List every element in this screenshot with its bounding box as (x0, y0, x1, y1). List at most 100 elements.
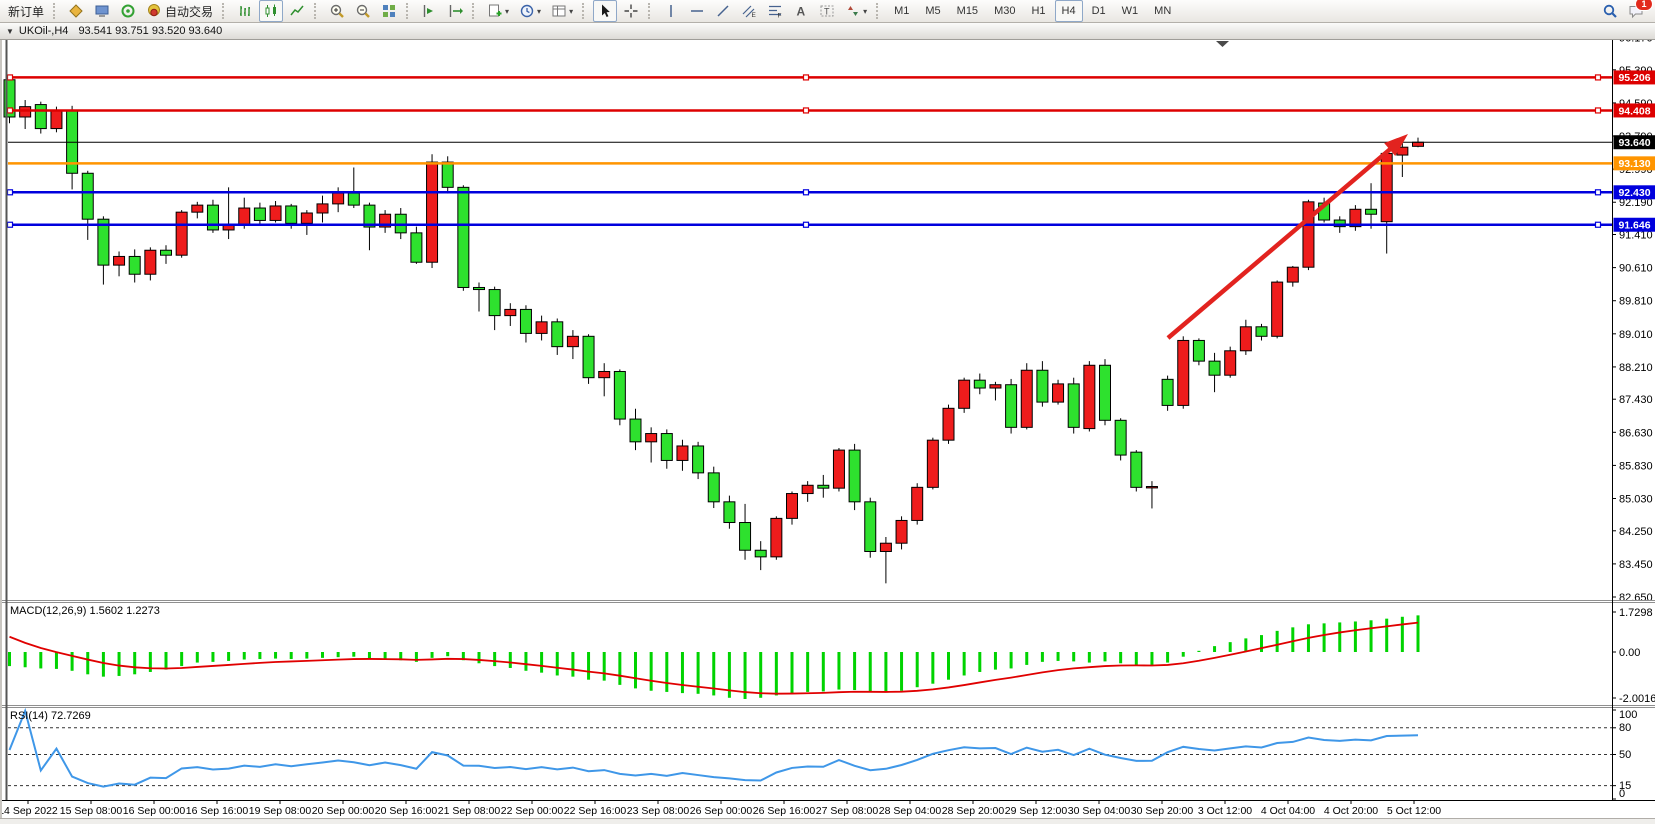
macd-histogram-bar (117, 652, 121, 676)
bar-chart-button[interactable] (233, 0, 257, 22)
new-chart-button[interactable]: ▾ (483, 0, 513, 22)
line-anchor-marker[interactable] (1594, 189, 1602, 196)
arrows-button[interactable]: ▾ (841, 0, 871, 22)
line-anchor-marker[interactable] (1594, 221, 1602, 228)
timeframe-m1[interactable]: M1 (887, 0, 916, 22)
price-tick-label: 89.810 (1619, 296, 1653, 308)
autotrading-button-label: 自动交易 (165, 4, 214, 19)
trend-arrow-line[interactable] (1166, 145, 1395, 340)
terminal-button[interactable] (90, 0, 114, 22)
macd-histogram-bar (1275, 630, 1279, 652)
macd-histogram-bar (1025, 652, 1029, 665)
templates-button[interactable]: ▾ (547, 0, 577, 22)
bullish-candle (191, 204, 204, 213)
bearish-candle (1067, 383, 1080, 428)
bullish-candle (1271, 281, 1284, 337)
macd-histogram-bar (383, 652, 387, 660)
trend-arrow-head[interactable] (1384, 134, 1408, 157)
auto-scroll-button[interactable] (417, 0, 441, 22)
timeframe-m30[interactable]: M30 (987, 0, 1022, 22)
macd-histogram-bar (774, 652, 778, 696)
symbol-menu-arrow-icon[interactable]: ▼ (6, 26, 14, 36)
line-anchor-marker[interactable] (6, 221, 14, 228)
line-anchor-marker[interactable] (6, 107, 14, 114)
timeframe-m5[interactable]: M5 (918, 0, 947, 22)
dropdown-caret-icon[interactable]: ▾ (505, 6, 510, 16)
macd-axis-label: -2.0016 (1619, 693, 1655, 705)
bearish-candle (1192, 339, 1205, 362)
dropdown-caret-icon[interactable]: ▾ (569, 6, 574, 16)
notifications-button[interactable]: 1 (1624, 0, 1653, 22)
macd-histogram-bar (806, 652, 810, 692)
periods-button[interactable]: ▾ (515, 0, 545, 22)
zoom-out-button[interactable] (351, 0, 375, 22)
line-anchor-marker[interactable] (6, 189, 14, 196)
horizontal-line-objects[interactable] (6, 74, 1613, 228)
new-order-button[interactable]: 新订单 (1, 0, 48, 22)
bearish-candle (973, 379, 986, 389)
dropdown-caret-icon[interactable]: ▾ (863, 6, 868, 16)
new-order-button-label: 新订单 (8, 4, 45, 19)
bullish-candle (1412, 141, 1424, 147)
vertical-line-button[interactable] (659, 0, 683, 22)
dropdown-caret-icon[interactable]: ▾ (537, 6, 542, 16)
trendline-button[interactable] (711, 0, 735, 22)
price-tick-label: 86.630 (1619, 427, 1653, 439)
line-anchor-marker[interactable] (802, 189, 810, 196)
deposit-button[interactable] (64, 0, 88, 22)
timeframe-w1[interactable]: W1 (1115, 0, 1146, 22)
timeframe-h1[interactable]: H1 (1024, 0, 1052, 22)
zoom-in-button[interactable] (325, 0, 349, 22)
macd-histogram-bar (540, 652, 544, 673)
macd-histogram-bar (180, 652, 184, 667)
search-button[interactable] (1598, 0, 1622, 22)
equidistant-channel-button[interactable]: E (737, 0, 761, 22)
annotations[interactable] (1166, 41, 1408, 340)
cursor-button[interactable] (593, 0, 618, 22)
period-icon (519, 3, 535, 19)
timeframe-m15[interactable]: M15 (950, 0, 985, 22)
timeframe-d1[interactable]: D1 (1085, 0, 1113, 22)
macd-histogram-bar (1134, 652, 1138, 665)
macd-histogram-bar (978, 652, 982, 672)
toolbar-group-chart-type (232, 0, 310, 22)
macd-histogram-bar (602, 652, 606, 681)
bullish-candle (144, 249, 157, 275)
price-tick-label: 88.210 (1619, 362, 1653, 374)
bearish-candle (1099, 364, 1111, 421)
text-label-button[interactable]: T (815, 0, 839, 22)
line-anchor-marker[interactable] (802, 221, 810, 228)
timeframe-h4[interactable]: H4 (1054, 0, 1083, 22)
autotrading-button[interactable]: 自动交易 (142, 0, 217, 22)
tile-windows-button[interactable] (377, 0, 401, 22)
bullish-candle (1177, 339, 1190, 406)
time-axis[interactable]: 14 Sep 2022 15 Sep 08:00 16 Sep 00:00 16 Se… (0, 800, 1655, 817)
chart-shift-button[interactable] (443, 0, 467, 22)
line-anchor-marker[interactable] (802, 107, 810, 114)
indicator-panels: MACD(12,26,9) 1.5602 1.2273 1.7298 0.00 -2.… (0, 600, 1655, 800)
line-anchor-marker[interactable] (1594, 74, 1602, 81)
macd-histogram-bar (1119, 652, 1123, 664)
bullish-candle (879, 542, 892, 552)
macd-histogram-bar (289, 652, 293, 660)
horizontal-line-button[interactable] (685, 0, 709, 22)
macd-histogram-bar (8, 652, 11, 667)
line-anchor-marker[interactable] (1594, 107, 1602, 114)
chart-shift-marker-icon[interactable] (1216, 41, 1229, 47)
timeframe-m15-label: M15 (956, 5, 979, 17)
macd-histogram-bar (336, 652, 340, 658)
line-chart-button[interactable] (285, 0, 309, 22)
line-anchor-marker[interactable] (802, 74, 810, 81)
crosshair-button[interactable] (619, 0, 643, 22)
signals-button[interactable] (116, 0, 140, 22)
macd-histogram-bar (1369, 620, 1373, 652)
timeframe-mn[interactable]: MN (1147, 0, 1178, 22)
fibonacci-button[interactable]: F (763, 0, 787, 22)
candlestick-chart-button[interactable] (259, 0, 284, 22)
price-badge-label: 95.206 (1618, 72, 1650, 84)
toolbar-group-terminal: 自动交易 (63, 0, 218, 22)
macd-histogram-bar (962, 652, 966, 676)
line-anchor-marker[interactable] (6, 74, 14, 81)
bullish-candle (316, 203, 329, 214)
text-button[interactable]: A (789, 0, 813, 22)
